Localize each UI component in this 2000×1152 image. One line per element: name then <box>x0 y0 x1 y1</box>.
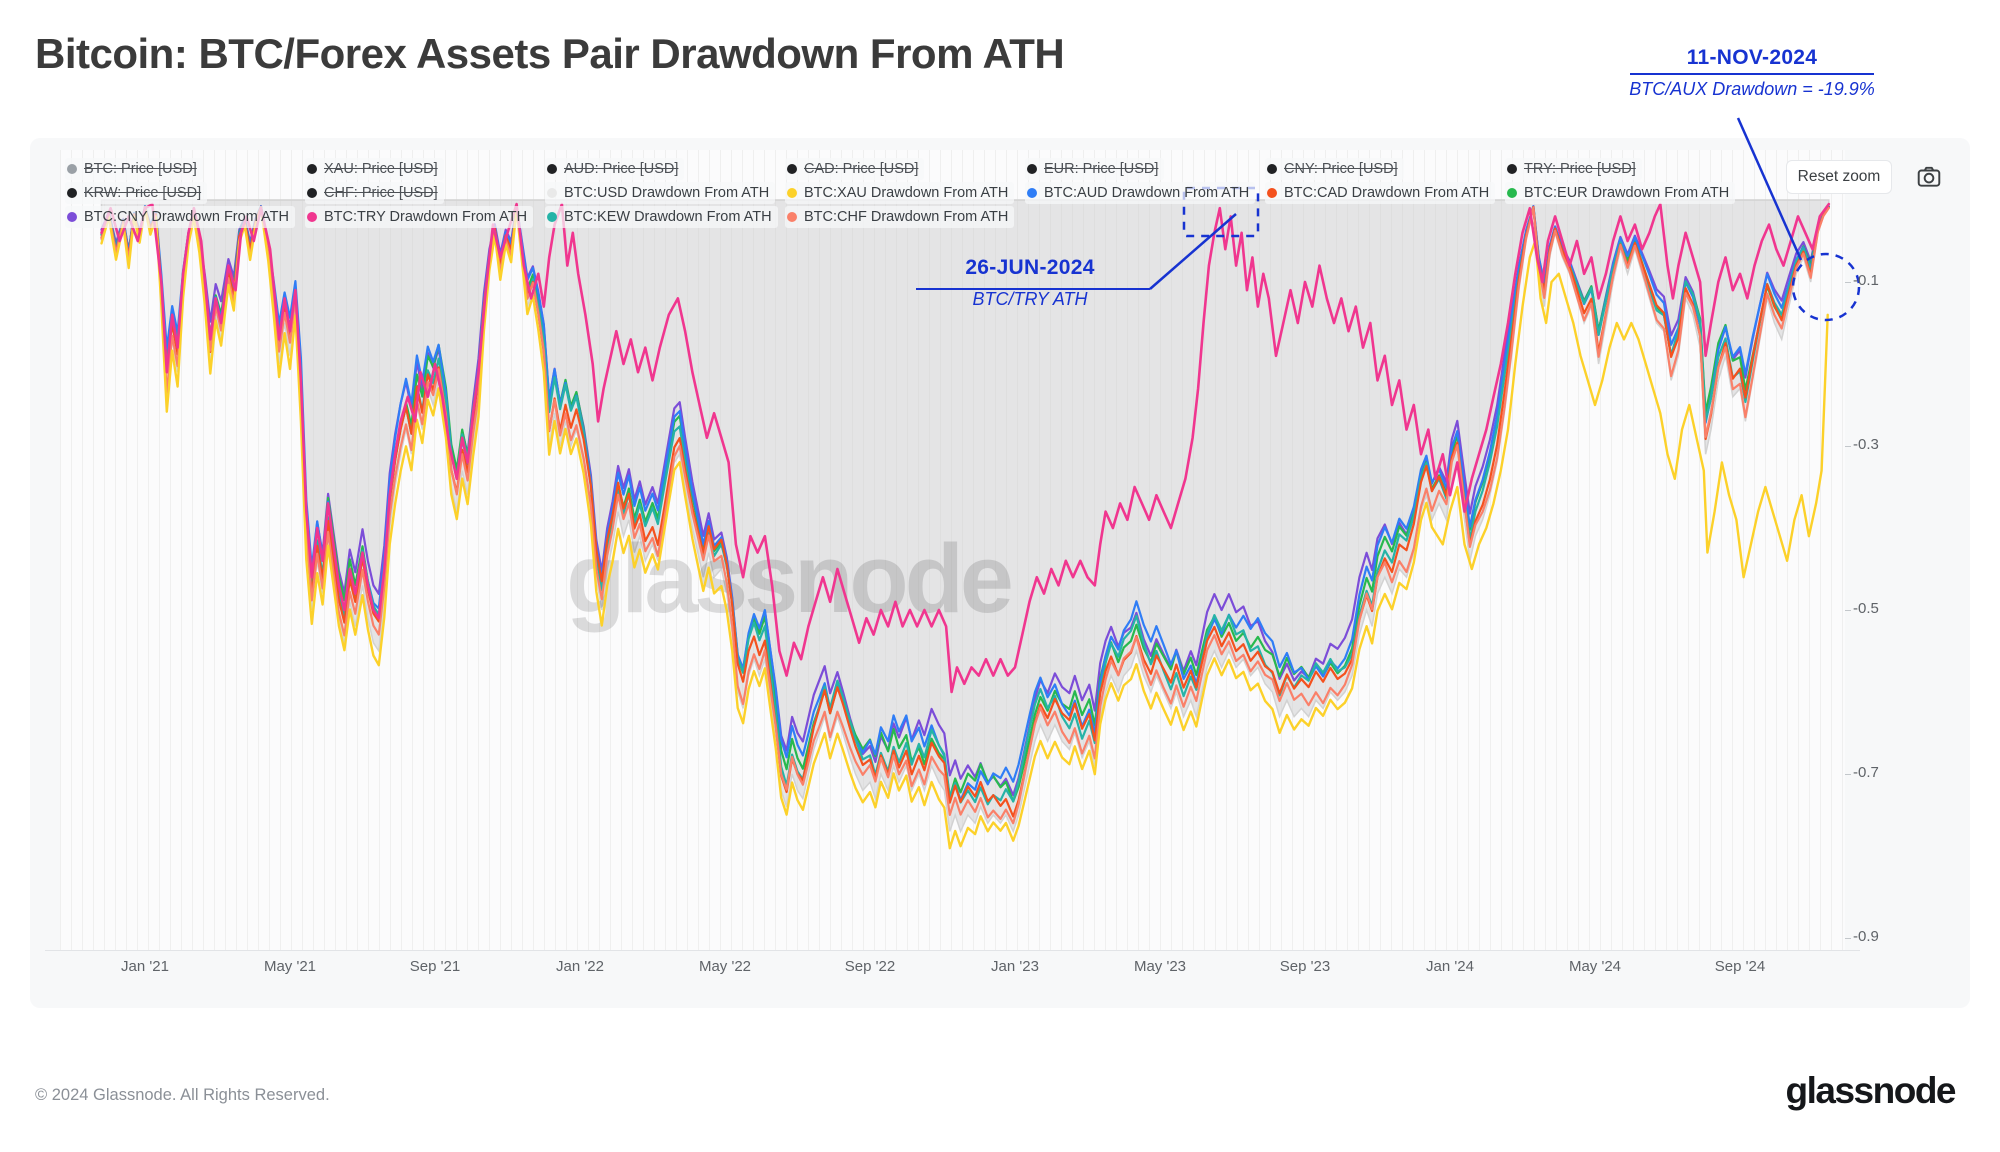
legend-dot <box>1507 188 1517 198</box>
glassnode-logo: glassnode <box>1785 1070 1957 1111</box>
legend-label: KRW: Price [USD] <box>84 185 202 201</box>
legend-item-xau-price-usd-[interactable]: XAU: Price [USD] <box>305 158 444 180</box>
legend-dot <box>547 188 557 198</box>
annotation-jun-2024: 26-JUN-2024 BTC/TRY ATH <box>900 256 1160 310</box>
x-axis-label: May '24 <box>1568 958 1622 975</box>
x-axis-label: May '22 <box>698 958 752 975</box>
legend-label: AUD: Price [USD] <box>564 161 679 177</box>
legend-item-btc-price-usd-[interactable]: BTC: Price [USD] <box>65 158 203 180</box>
legend-label: BTC:XAU Drawdown From ATH <box>804 185 1009 201</box>
legend-label: BTC:USD Drawdown From ATH <box>564 185 770 201</box>
legend-label: BTC:CHF Drawdown From ATH <box>804 209 1009 225</box>
y-axis-tick <box>1845 774 1851 775</box>
legend-label: XAU: Price [USD] <box>324 161 438 177</box>
y-axis-label: -0.9 <box>1853 928 1879 945</box>
annotation-nov-date: 11-NOV-2024 <box>1686 46 1818 69</box>
legend-dot <box>307 188 317 198</box>
legend-dot <box>1267 188 1277 198</box>
camera-icon[interactable] <box>1916 164 1942 190</box>
legend-label: BTC:TRY Drawdown From ATH <box>324 209 528 225</box>
y-axis-tick <box>1845 938 1851 939</box>
legend-label: CAD: Price [USD] <box>804 161 919 177</box>
y-axis-label: -0.7 <box>1853 764 1879 781</box>
legend-item-btc-eur-drawdown-from-ath[interactable]: BTC:EUR Drawdown From ATH <box>1505 182 1736 204</box>
legend-item-cny-price-usd-[interactable]: CNY: Price [USD] <box>1265 158 1404 180</box>
annotation-nov-text: BTC/AUX Drawdown = -19.9% <box>1629 79 1875 99</box>
legend-label: TRY: Price [USD] <box>1524 161 1636 177</box>
legend-item-eur-price-usd-[interactable]: EUR: Price [USD] <box>1025 158 1165 180</box>
y-axis-tick <box>1845 610 1851 611</box>
reset-zoom-button[interactable]: Reset zoom <box>1786 160 1892 194</box>
x-axis-label: May '23 <box>1133 958 1187 975</box>
legend-dot <box>787 188 797 198</box>
legend-label: BTC: Price [USD] <box>84 161 197 177</box>
legend-item-chf-price-usd-[interactable]: CHF: Price [USD] <box>305 182 444 204</box>
legend-dot <box>787 164 797 174</box>
y-axis-tick <box>1845 282 1851 283</box>
legend-dot <box>307 212 317 222</box>
reset-zoom-label: Reset zoom <box>1797 168 1881 185</box>
x-axis-label: Jan '23 <box>991 958 1039 975</box>
legend-dot <box>787 212 797 222</box>
legend-item-aud-price-usd-[interactable]: AUD: Price [USD] <box>545 158 685 180</box>
legend-item-btc-kew-drawdown-from-ath[interactable]: BTC:KEW Drawdown From ATH <box>545 206 778 228</box>
x-axis-label: Jan '24 <box>1426 958 1474 975</box>
legend-item-btc-cny-drawdown-from-ath[interactable]: BTC:CNY Drawdown From ATH <box>65 206 295 228</box>
legend-label: CHF: Price [USD] <box>324 185 438 201</box>
legend-dot <box>1027 188 1037 198</box>
legend-label: BTC:AUD Drawdown From ATH <box>1044 185 1250 201</box>
legend-label: BTC:KEW Drawdown From ATH <box>564 209 772 225</box>
legend-label: BTC:CAD Drawdown From ATH <box>1284 185 1490 201</box>
legend-dot <box>1027 164 1037 174</box>
legend-item-cad-price-usd-[interactable]: CAD: Price [USD] <box>785 158 925 180</box>
legend-item-btc-try-drawdown-from-ath[interactable]: BTC:TRY Drawdown From ATH <box>305 206 534 228</box>
legend-item-btc-xau-drawdown-from-ath[interactable]: BTC:XAU Drawdown From ATH <box>785 182 1015 204</box>
legend-dot <box>547 212 557 222</box>
legend-dot <box>1507 164 1517 174</box>
y-axis-tick <box>1845 446 1851 447</box>
legend-item-try-price-usd-[interactable]: TRY: Price [USD] <box>1505 158 1642 180</box>
annotation-jun-text: BTC/TRY ATH <box>972 289 1088 309</box>
legend-item-btc-aud-drawdown-from-ath[interactable]: BTC:AUD Drawdown From ATH <box>1025 182 1256 204</box>
x-axis-line <box>45 950 1860 951</box>
y-axis-label: -0.1 <box>1853 272 1879 289</box>
legend-label: BTC:EUR Drawdown From ATH <box>1524 185 1730 201</box>
x-axis-label: Sep '21 <box>409 958 461 975</box>
x-axis-label: Jan '21 <box>121 958 169 975</box>
x-axis-label: Sep '22 <box>844 958 896 975</box>
x-axis-label: Sep '23 <box>1279 958 1331 975</box>
annotation-nov-underline <box>1630 73 1874 75</box>
y-axis-label: -0.5 <box>1853 600 1879 617</box>
legend-dot <box>67 188 77 198</box>
legend-item-krw-price-usd-[interactable]: KRW: Price [USD] <box>65 182 208 204</box>
annotation-nov-2024: 11-NOV-2024 BTC/AUX Drawdown = -19.9% <box>1600 46 1904 100</box>
legend-label: CNY: Price [USD] <box>1284 161 1398 177</box>
legend-dot <box>67 212 77 222</box>
legend-dot <box>547 164 557 174</box>
y-axis-label: -0.3 <box>1853 436 1879 453</box>
legend-dot <box>67 164 77 174</box>
page-title: Bitcoin: BTC/Forex Assets Pair Drawdown … <box>35 30 1065 77</box>
x-axis-label: Sep '24 <box>1714 958 1766 975</box>
legend-label: EUR: Price [USD] <box>1044 161 1159 177</box>
legend-dot <box>307 164 317 174</box>
legend-label: BTC:CNY Drawdown From ATH <box>84 209 289 225</box>
legend-item-btc-chf-drawdown-from-ath[interactable]: BTC:CHF Drawdown From ATH <box>785 206 1015 228</box>
x-axis-label: May '21 <box>263 958 317 975</box>
copyright-text: © 2024 Glassnode. All Rights Reserved. <box>35 1086 330 1104</box>
legend-dot <box>1267 164 1277 174</box>
legend-item-btc-usd-drawdown-from-ath[interactable]: BTC:USD Drawdown From ATH <box>545 182 776 204</box>
x-axis-label: Jan '22 <box>556 958 604 975</box>
annotation-jun-date: 26-JUN-2024 <box>965 256 1095 279</box>
legend-item-btc-cad-drawdown-from-ath[interactable]: BTC:CAD Drawdown From ATH <box>1265 182 1496 204</box>
